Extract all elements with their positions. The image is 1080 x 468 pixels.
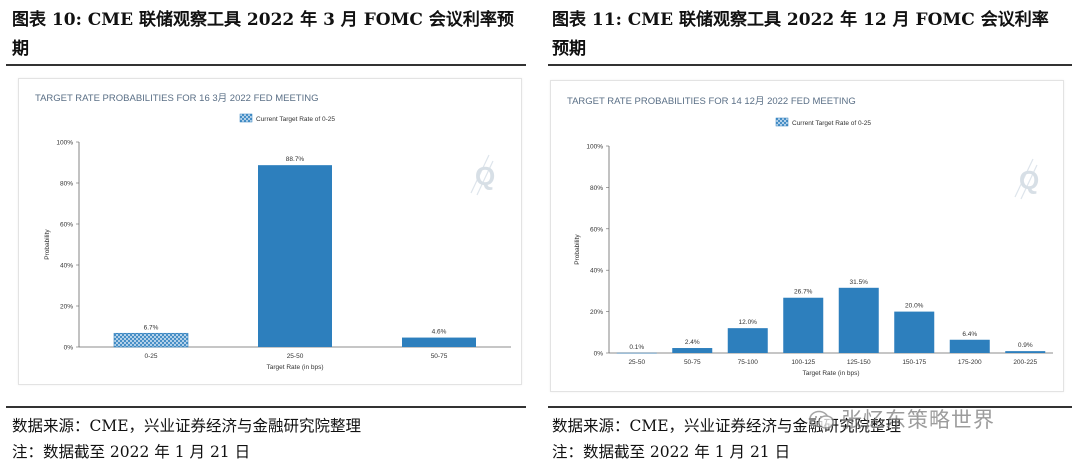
date-note: 注：数据截至 2022 年 1 月 21 日 bbox=[552, 443, 791, 461]
bar-0-25 bbox=[113, 332, 189, 348]
y-tick-label: 60% bbox=[590, 226, 603, 233]
watermark: 张忆东策略世界 bbox=[809, 404, 995, 434]
title-rule bbox=[6, 64, 526, 66]
bar-chart: TARGET RATE PROBABILITIES FOR 16 3月 2022… bbox=[35, 93, 511, 371]
bar-25-50 bbox=[616, 352, 657, 354]
chart-panel: TARGET RATE PROBABILITIES FOR 14 12月 202… bbox=[550, 80, 1064, 392]
bar-50-75 bbox=[402, 337, 476, 347]
x-tick-label: 75-100 bbox=[738, 359, 759, 366]
chart-panel: TARGET RATE PROBABILITIES FOR 16 3月 2022… bbox=[18, 78, 522, 385]
x-tick-label: 0-25 bbox=[144, 353, 157, 360]
y-tick-label: 100% bbox=[586, 144, 603, 151]
x-tick-label: 175-200 bbox=[958, 359, 982, 366]
x-tick-label: 200-225 bbox=[1013, 359, 1037, 366]
data-label: 12.0% bbox=[739, 319, 758, 326]
legend-label: Current Target Rate of 0-25 bbox=[792, 120, 871, 127]
q-logo-text: Q bbox=[1019, 165, 1039, 195]
data-label: 88.7% bbox=[286, 156, 305, 163]
x-tick-label: 125-150 bbox=[847, 359, 871, 366]
source-rule bbox=[548, 406, 1072, 408]
x-tick-label: 100-125 bbox=[791, 359, 815, 366]
x-axis-label: Target Rate (in bps) bbox=[802, 370, 859, 377]
q-logo-icon: Q bbox=[470, 154, 495, 196]
bar-chart: TARGET RATE PROBABILITIES FOR 14 12月 202… bbox=[567, 96, 1053, 377]
bar-150-175 bbox=[894, 311, 935, 353]
watermark-text: 张忆东策略世界 bbox=[841, 408, 995, 432]
legend-swatch bbox=[775, 117, 789, 127]
x-tick-label: 50-75 bbox=[684, 359, 701, 366]
y-tick-label: 20% bbox=[590, 309, 603, 316]
data-label: 26.7% bbox=[794, 289, 813, 296]
bar-75-100 bbox=[727, 328, 768, 353]
bar-125-150 bbox=[838, 287, 879, 353]
data-label: 6.4% bbox=[962, 331, 977, 338]
source-note: 数据来源：CME，兴业证券经济与金融研究院整理 bbox=[12, 417, 362, 435]
figure-title: 图表 11: CME 联储观察工具 2022 年 12 月 FOMC 会议利率预… bbox=[552, 10, 1049, 59]
x-tick-label: 150-175 bbox=[902, 359, 926, 366]
x-tick-label: 25-50 bbox=[628, 359, 645, 366]
bar-50-75 bbox=[672, 348, 713, 353]
data-label: 0.9% bbox=[1018, 342, 1033, 349]
bar-200-225 bbox=[1005, 351, 1046, 353]
data-label: 2.4% bbox=[685, 339, 700, 346]
q-logo-text: Q bbox=[475, 161, 495, 191]
x-tick-label: 50-75 bbox=[431, 353, 448, 360]
legend-label: Current Target Rate of 0-25 bbox=[256, 116, 335, 123]
x-tick-label: 25-50 bbox=[287, 353, 304, 360]
bar-175-200 bbox=[949, 339, 990, 353]
bar-25-50 bbox=[258, 165, 332, 347]
y-axis-label: Probability bbox=[44, 229, 51, 260]
y-axis-label: Probability bbox=[574, 234, 581, 265]
source-rule bbox=[6, 406, 526, 408]
data-label: 6.7% bbox=[144, 324, 159, 331]
figure-10: 图表 10: CME 联储观察工具 2022 年 3 月 FOMC 会议利率预期… bbox=[0, 0, 530, 468]
data-label: 0.1% bbox=[629, 344, 644, 351]
bar-100-125 bbox=[783, 297, 824, 353]
source-note: 数据来源：CME，兴业证券经济与金融研究院整理 bbox=[552, 417, 902, 435]
y-tick-label: 80% bbox=[590, 185, 603, 192]
wechat-icon bbox=[809, 410, 835, 429]
y-tick-label: 60% bbox=[60, 222, 73, 229]
data-label: 4.6% bbox=[432, 329, 447, 336]
legend-swatch bbox=[239, 113, 253, 123]
y-tick-label: 40% bbox=[60, 263, 73, 270]
y-tick-label: 100% bbox=[56, 140, 73, 147]
data-label: 20.0% bbox=[905, 303, 924, 310]
date-note: 注：数据截至 2022 年 1 月 21 日 bbox=[12, 443, 251, 461]
q-logo-icon: Q bbox=[1014, 158, 1039, 200]
y-tick-label: 0% bbox=[594, 351, 604, 358]
figure-title: 图表 10: CME 联储观察工具 2022 年 3 月 FOMC 会议利率预期 bbox=[12, 10, 514, 59]
figure-11: 图表 11: CME 联储观察工具 2022 年 12 月 FOMC 会议利率预… bbox=[546, 0, 1080, 468]
y-tick-label: 20% bbox=[60, 304, 73, 311]
y-tick-label: 40% bbox=[590, 268, 603, 275]
title-rule bbox=[548, 64, 1072, 66]
x-axis-label: Target Rate (in bps) bbox=[266, 364, 323, 371]
chart-title: TARGET RATE PROBABILITIES FOR 16 3月 2022… bbox=[35, 93, 319, 104]
y-tick-label: 0% bbox=[64, 345, 74, 352]
y-tick-label: 80% bbox=[60, 181, 73, 188]
chart-title: TARGET RATE PROBABILITIES FOR 14 12月 202… bbox=[567, 96, 856, 107]
data-label: 31.5% bbox=[850, 279, 869, 286]
